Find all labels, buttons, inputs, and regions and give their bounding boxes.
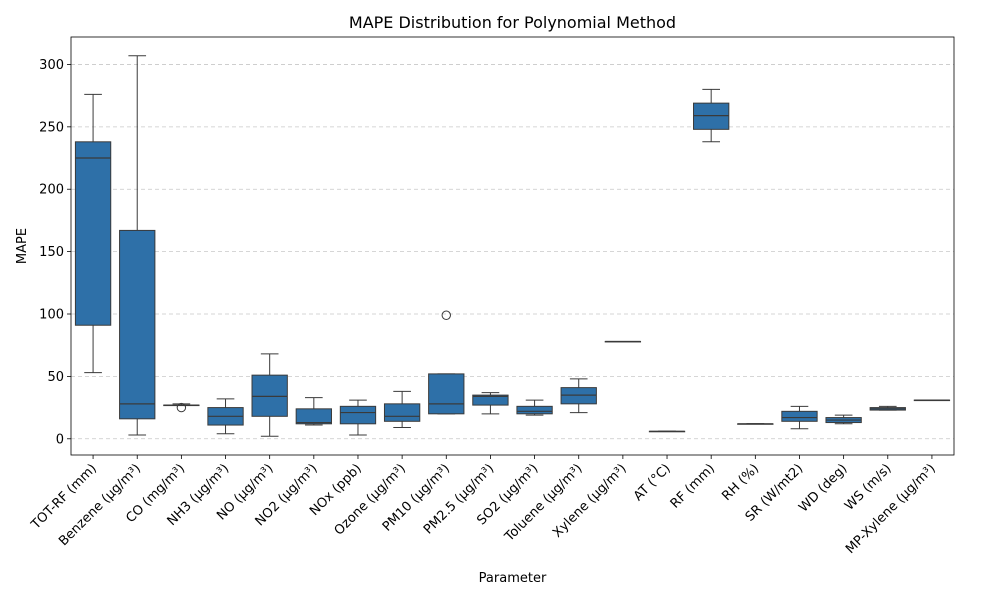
y-tick-label: 200: [39, 183, 64, 198]
x-tick-label: WD (deg): [796, 461, 850, 515]
x-tick-label: RF (mm): [668, 461, 718, 511]
box-body: [251, 374, 288, 417]
box-10: [516, 399, 553, 416]
y-axis-title: MAPE: [15, 228, 30, 264]
box-body: [693, 102, 730, 130]
box-body: [339, 405, 377, 425]
y-axis-ticks: 0 50 100 150 200 250 300: [39, 58, 71, 447]
box-9: [472, 392, 509, 415]
box-body: [295, 408, 332, 425]
box-11: [560, 378, 597, 414]
box-8: [428, 310, 465, 415]
box-body: [428, 373, 465, 415]
y-tick-label: 300: [39, 58, 64, 73]
y-tick-label: 50: [47, 370, 64, 385]
box-16: [781, 405, 818, 430]
box-0: [74, 93, 112, 374]
box-2: [163, 402, 200, 413]
box-6: [339, 399, 377, 436]
box-12: [604, 340, 642, 343]
box-5: [295, 397, 332, 426]
y-tick-label: 100: [39, 308, 64, 323]
x-axis-title: Parameter: [479, 571, 547, 586]
x-tick-label: RH (%): [719, 461, 762, 504]
box-body: [383, 403, 421, 422]
box-body: [472, 394, 509, 406]
box-14: [693, 88, 730, 143]
box-body: [119, 229, 156, 420]
box-body: [74, 141, 112, 326]
box-18: [869, 405, 906, 411]
chart-title: MAPE Distribution for Polynomial Method: [349, 13, 676, 32]
plot-frame: [70, 36, 955, 456]
box-layer: [74, 55, 951, 437]
outlier-point: [176, 402, 187, 413]
x-tick-label: MP-Xylene (µg/m³): [843, 461, 939, 557]
box-13: [648, 430, 686, 433]
grid-layer: [71, 64, 954, 440]
y-tick-label: 250: [39, 120, 64, 135]
box-3: [207, 398, 244, 435]
y-tick-label: 150: [39, 245, 64, 260]
box-7: [383, 390, 421, 429]
box-17: [825, 414, 862, 425]
box-1: [119, 55, 156, 436]
box-body: [781, 410, 818, 422]
box-body: [516, 405, 553, 415]
y-tick-label: 0: [56, 432, 64, 447]
box-19: [913, 399, 951, 402]
x-tick-label: Benzene (µg/m³): [56, 461, 144, 549]
x-tick-label: Toluene (µg/m³): [502, 461, 586, 545]
box-15: [737, 423, 774, 425]
outlier-point: [441, 310, 451, 320]
x-tick-label: AT (°C): [631, 461, 674, 504]
x-axis-ticks: TOT-RF (mm)Benzene (µg/m³)CO (mg/m³)NH3 …: [28, 455, 939, 557]
box-4: [251, 353, 288, 437]
box-body: [560, 387, 597, 405]
